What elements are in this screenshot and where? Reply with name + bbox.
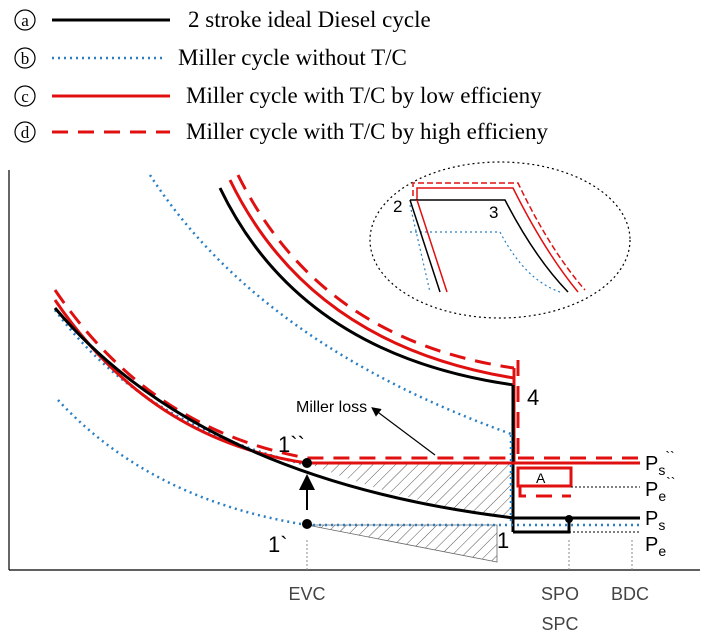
inset-curve-d (412, 182, 586, 291)
legend-label-c: Miller cycle with T/C by low efficieny (186, 83, 542, 108)
point-1-prime-marker (302, 519, 312, 529)
area-a-box (516, 466, 573, 488)
label-pe-double-sub: e (658, 488, 666, 504)
inset-zoom (369, 161, 631, 319)
inset-compression-a (409, 199, 441, 293)
label-point-4: 4 (527, 385, 539, 410)
label-pe-double: Pe`` (645, 474, 675, 504)
x-label-bdc: BDC (611, 584, 649, 604)
legend-label-a: 2 stroke ideal Diesel cycle (188, 7, 431, 32)
inset-curve-a (410, 199, 569, 293)
scavenging-lines (307, 456, 640, 534)
x-labels: EVC SPO SPC BDC (288, 584, 649, 634)
label-pe-double-sup: `` (666, 474, 675, 490)
area-a-box-dashed (518, 486, 571, 498)
x-label-spc: SPC (541, 614, 578, 634)
expansion-curve-c (228, 179, 515, 380)
point-1-double-prime-marker (302, 458, 312, 468)
x-guides (306, 540, 633, 572)
x-label-spo: SPO (541, 584, 579, 604)
legend-item-b: b Miller cycle without T/C (14, 45, 407, 70)
inset-compression-c (416, 199, 448, 293)
label-point-1-double-prime: 1`` (278, 432, 305, 457)
legend-marker-b: b (21, 49, 30, 68)
compression-curves (53, 289, 515, 527)
legend-marker-circle (14, 47, 36, 69)
label-pe-sub: e (658, 543, 666, 559)
legend-marker-c: c (21, 87, 29, 106)
state-points (299, 407, 436, 529)
label-ps-double-base: P (645, 453, 658, 475)
label-ps-sub: s (658, 517, 665, 533)
label-ps-double-sup: `` (665, 448, 674, 464)
compression-curve-a (53, 307, 515, 520)
label-pe-double-base: P (645, 479, 658, 501)
legend-label-b: Miller cycle without T/C (178, 45, 407, 70)
x-label-evc: EVC (288, 584, 325, 604)
legend-marker-circle (14, 9, 36, 31)
label-point-1: 1 (497, 528, 509, 553)
legend-marker-circle (14, 85, 36, 107)
legend-label-d: Miller cycle with T/C by high efficieny (186, 119, 548, 144)
label-ps-double: Ps`` (645, 448, 675, 478)
expansion-curve-a (218, 187, 515, 387)
legend-marker-a: a (21, 11, 29, 30)
hatched-area-lower (306, 524, 498, 563)
label-area-a: A (536, 470, 546, 486)
label-ps: Ps (645, 508, 665, 533)
compression-curve-d (53, 289, 514, 460)
label-pe-base: P (645, 534, 658, 556)
expansion-curve-d (236, 174, 515, 370)
compression-curve-b-upper (53, 309, 308, 467)
blowdown-lines (509, 360, 520, 532)
inset-ellipse (369, 161, 631, 319)
label-ps-base: P (645, 508, 658, 530)
miller-loss-arrow (371, 407, 436, 456)
legend-item-d: d Miller cycle with T/C by high efficien… (14, 119, 548, 144)
inset-curve-c (416, 187, 579, 293)
label-ps-double-sub: s (658, 462, 665, 478)
inset-curve-b (410, 231, 561, 293)
legend-item-a: a 2 stroke ideal Diesel cycle (14, 7, 431, 32)
legend-item-c: c Miller cycle with T/C by low efficieny (14, 83, 542, 108)
label-pe: Pe (645, 534, 666, 559)
label-point-3: 3 (489, 203, 498, 222)
legend: a 2 stroke ideal Diesel cycle b Miller c… (14, 7, 548, 144)
legend-marker-d: d (21, 123, 30, 142)
label-point-1-prime: 1` (268, 532, 288, 557)
expansion-curves (148, 174, 515, 437)
legend-marker-circle (14, 121, 36, 143)
expansion-curve-b (148, 174, 515, 437)
inset-curve-b-left (409, 204, 431, 293)
point-labels: 2 3 4 1 1` 1`` A Miller loss (268, 197, 546, 557)
spo-point (565, 515, 573, 523)
label-miller-loss: Miller loss (296, 399, 367, 416)
pressure-labels: Ps`` Pe`` Ps Pe (645, 448, 675, 559)
label-point-2: 2 (393, 197, 402, 216)
hatched-area-miller-loss (307, 463, 514, 518)
axes (8, 170, 700, 571)
